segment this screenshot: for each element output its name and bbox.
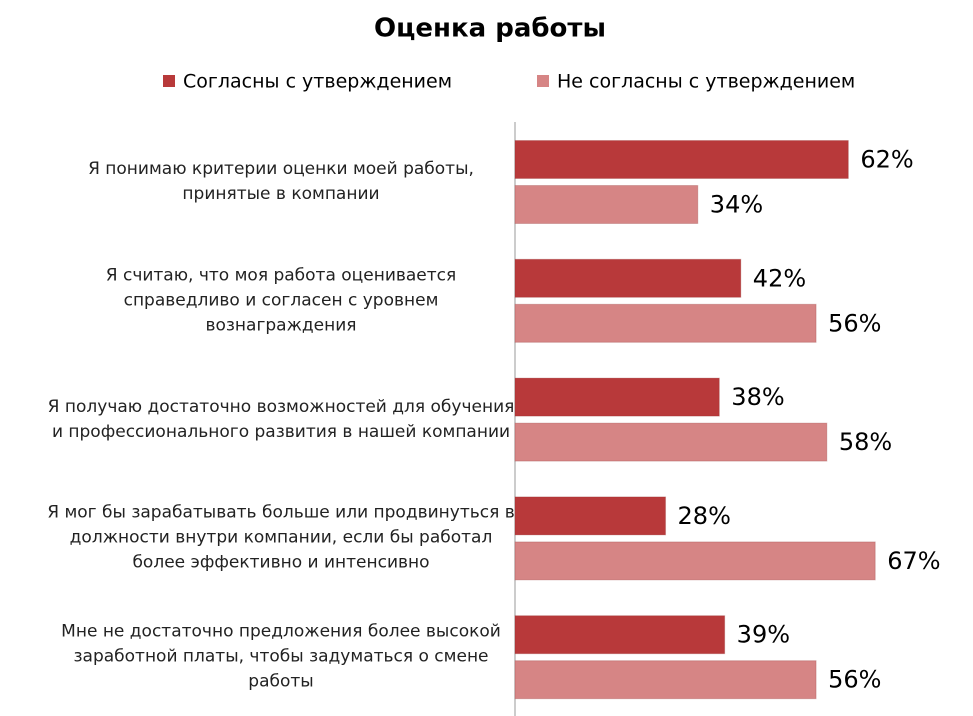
category-label: Я мог бы зарабатывать больше или продвин… <box>47 502 515 573</box>
bar <box>514 496 667 536</box>
value-label: 38% <box>731 383 784 411</box>
category-label: Я считаю, что моя работа оценивается спр… <box>105 265 457 336</box>
legend-label: Не согласны с утверждением <box>557 71 855 93</box>
bar <box>514 377 720 417</box>
bar <box>514 185 699 224</box>
value-label: 39% <box>737 621 790 649</box>
legend-swatch <box>163 75 175 87</box>
category-label: Мне не достаточно предложения более высо… <box>61 621 501 692</box>
value-label: 56% <box>828 666 881 694</box>
bar <box>514 660 817 700</box>
category-label: Я понимаю критерии оценки моей работы, п… <box>88 159 474 204</box>
bar <box>514 140 849 179</box>
chart-title: Оценка работы <box>374 14 606 44</box>
value-label: 28% <box>678 502 731 530</box>
category-label: Я получаю достаточно возможностей для об… <box>47 396 515 442</box>
value-label: 67% <box>887 547 940 575</box>
value-label: 34% <box>710 191 763 219</box>
value-label: 62% <box>860 146 913 174</box>
value-label: 42% <box>753 264 806 292</box>
bar <box>514 615 726 655</box>
legend-label: Согласны с утверждением <box>183 71 452 93</box>
bar <box>514 258 742 298</box>
bar <box>514 303 817 343</box>
legend-swatch <box>537 75 549 87</box>
bar <box>514 422 828 462</box>
value-label: 58% <box>839 428 892 456</box>
bar <box>514 541 876 581</box>
value-label: 56% <box>828 309 881 337</box>
